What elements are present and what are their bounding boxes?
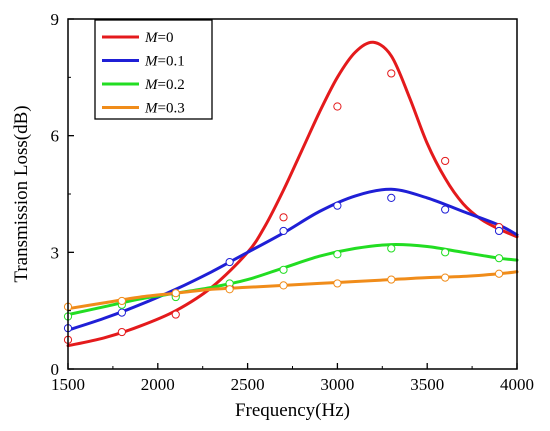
data-point-0 [117, 327, 126, 337]
legend-label-value: =0.1 [158, 54, 185, 70]
data-point-2 [387, 244, 396, 253]
legend-label-1: M=0.1 [144, 54, 185, 70]
plot-area [63, 40, 519, 348]
legend-label-2: M=0.2 [144, 77, 185, 93]
x-axis: 1500 2000 2500 3000 3500 4000 [51, 363, 534, 394]
legend-label-prefix: M [144, 54, 159, 70]
data-point-3 [494, 269, 504, 278]
y-tick-label: 9 [51, 10, 60, 29]
legend-label-prefix: M [144, 77, 159, 93]
legend-label-3: M=0.3 [144, 101, 185, 117]
x-tick-label: 3500 [410, 375, 444, 394]
data-point-0 [441, 156, 450, 166]
data-point-2 [494, 254, 504, 263]
legend-label-0: M=0 [144, 30, 173, 46]
data-point-3 [171, 289, 180, 298]
data-point-3 [441, 273, 450, 282]
legend-label-value: =0.3 [158, 101, 185, 117]
series-line-2 [66, 243, 519, 317]
x-tick-label: 2000 [141, 375, 175, 394]
x-tick-label: 1500 [51, 375, 85, 394]
data-point-1 [494, 226, 504, 236]
data-point-0 [171, 310, 180, 319]
data-point-0 [279, 213, 288, 222]
y-axis: 0 3 6 9 [51, 10, 74, 379]
data-point-1 [279, 226, 288, 236]
x-tick-label: 2500 [231, 375, 265, 394]
y-tick-label: 0 [51, 360, 60, 379]
series-line-3 [66, 270, 519, 311]
legend-label-prefix: M [144, 30, 159, 46]
data-point-3 [387, 275, 396, 284]
data-point-3 [333, 279, 342, 288]
legend-label-prefix: M [144, 101, 159, 117]
series-line-1 [66, 187, 519, 332]
x-axis-title: Frequency(Hz) [235, 400, 350, 421]
data-point-1 [441, 205, 450, 214]
series-line-0 [66, 40, 519, 348]
data-point-3 [279, 281, 288, 290]
x-tick-label: 3000 [320, 375, 354, 394]
y-tick-label: 3 [51, 243, 60, 262]
data-point-0 [387, 69, 396, 78]
data-point-2 [333, 250, 342, 259]
legend-label-value: =0.2 [158, 77, 185, 93]
y-tick-label: 6 [51, 127, 60, 146]
legend: M=0M=0.1M=0.2M=0.3 [94, 19, 213, 120]
data-point-3 [117, 296, 126, 306]
data-point-0 [333, 102, 342, 111]
data-point-2 [279, 265, 288, 274]
data-point-1 [333, 201, 342, 210]
x-tick-label: 4000 [500, 375, 534, 394]
data-point-3 [225, 285, 234, 294]
y-axis-title: Transmission Loss(dB) [11, 105, 32, 282]
data-point-2 [441, 248, 450, 257]
data-point-1 [387, 193, 396, 202]
data-point-1 [225, 257, 234, 267]
legend-label-value: =0 [158, 30, 174, 46]
data-point-1 [117, 308, 126, 317]
